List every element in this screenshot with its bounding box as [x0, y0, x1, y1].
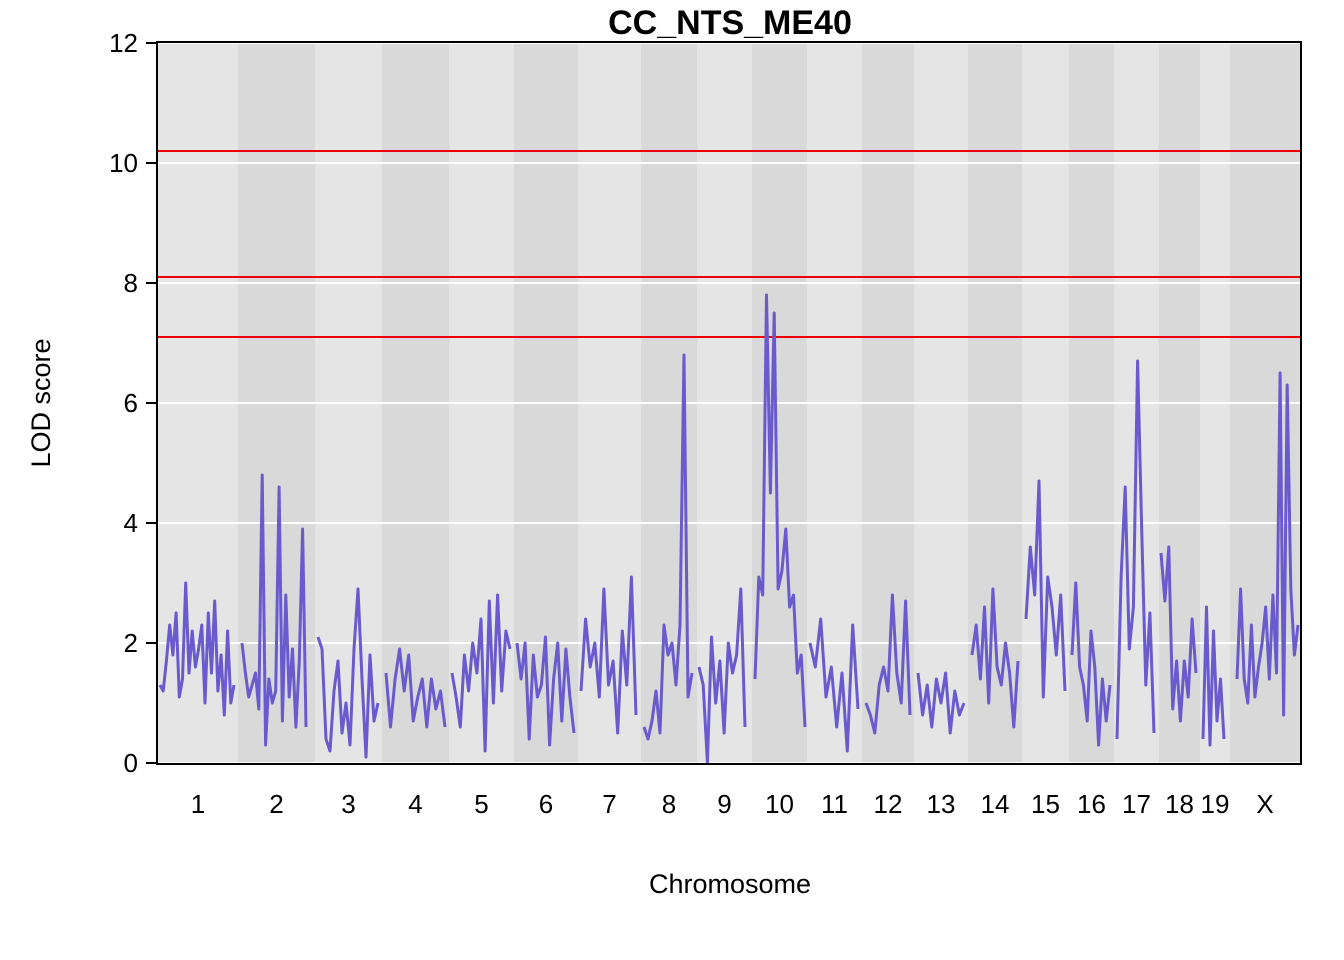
x-tick-label-chr-19: 19 [1201, 789, 1230, 819]
x-axis-title: Chromosome [649, 869, 811, 899]
x-tick-label-chr-15: 15 [1031, 789, 1060, 819]
lod-trace-chr-1 [158, 581, 236, 717]
x-tick-label-chr-14: 14 [981, 789, 1010, 819]
x-tick-label-chr-13: 13 [927, 789, 956, 819]
lod-trace-chr-9 [697, 587, 747, 765]
lod-trace-chr-18 [1159, 545, 1198, 723]
y-tick-label-4: 4 [124, 508, 138, 538]
lod-trace-chr-15 [1024, 479, 1067, 699]
y-tick-label-6: 6 [124, 388, 138, 418]
x-tick-label-chr-2: 2 [269, 789, 283, 819]
lod-trace-chr-16 [1070, 581, 1112, 747]
x-tick-label-chr-17: 17 [1122, 789, 1151, 819]
x-tick-label-chr-11: 11 [821, 789, 848, 819]
lod-traces [158, 293, 1300, 765]
y-tick-label-12: 12 [109, 28, 138, 58]
lod-trace-chr-3 [316, 587, 380, 759]
x-tick-label-chr-10: 10 [765, 789, 794, 819]
x-tick-label-chr-18: 18 [1165, 789, 1194, 819]
lod-trace-chr-12 [864, 593, 912, 735]
lod-trace-chr-11 [808, 617, 860, 753]
y-tick-label-2: 2 [124, 628, 138, 658]
lod-trace-chr-8 [642, 353, 694, 741]
lod-trace-chr-X [1235, 371, 1300, 717]
lod-trace-chr-2 [240, 473, 308, 747]
x-tick-label-chr-4: 4 [408, 789, 422, 819]
x-tick-label-chr-8: 8 [662, 789, 676, 819]
x-tick-label-chr-7: 7 [602, 789, 616, 819]
y-tick-label-8: 8 [124, 268, 138, 298]
x-tick-label-chr-X: X [1256, 789, 1273, 819]
x-tick-label-chr-3: 3 [341, 789, 355, 819]
x-tick-label-chr-12: 12 [874, 789, 903, 819]
lod-trace-chr-4 [384, 647, 447, 729]
lod-trace-chr-14 [970, 587, 1020, 729]
lod-trace-chr-10 [753, 293, 807, 728]
chart-title: CC_NTS_ME40 [608, 4, 852, 42]
lod-trace-chr-17 [1115, 359, 1156, 740]
y-tick-label-10: 10 [109, 148, 138, 178]
lod-trace-chr-19 [1201, 605, 1226, 747]
lod-trace-chr-13 [916, 671, 966, 735]
y-tick-label-0: 0 [124, 748, 138, 778]
threshold-lines [158, 150, 1300, 338]
y-axis: 0 2 4 6 8 10 12 [109, 28, 158, 778]
x-tick-label-chr-6: 6 [539, 789, 553, 819]
lod-trace-chr-6 [515, 635, 576, 747]
x-tick-label-chr-9: 9 [717, 789, 731, 819]
x-tick-label-chr-16: 16 [1077, 789, 1106, 819]
lod-trace-chr-5 [450, 593, 512, 753]
lod-trace-chr-7 [579, 575, 638, 735]
x-axis-labels: 1 2 3 4 5 6 7 8 9 10 11 12 13 14 15 16 17 18 19 X [191, 789, 1274, 819]
x-tick-label-chr-5: 5 [474, 789, 488, 819]
x-tick-label-chr-1: 1 [191, 789, 205, 819]
y-axis-title: LOD score [26, 338, 56, 467]
